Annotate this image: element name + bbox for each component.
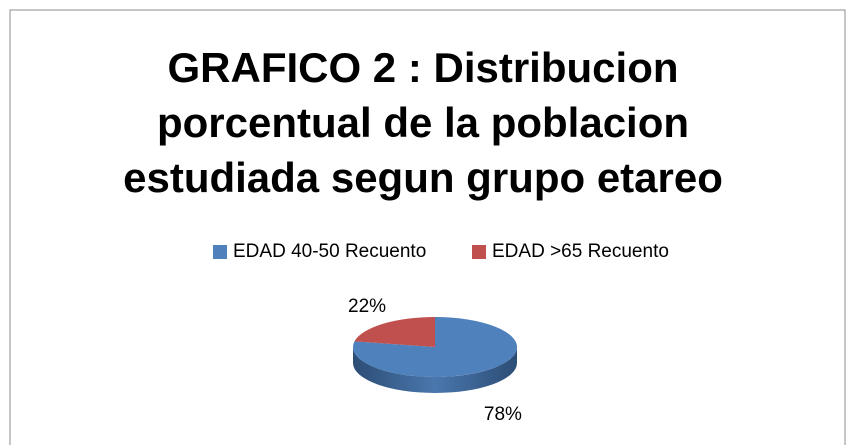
legend-swatch [472, 245, 486, 259]
pie-slice [352, 317, 517, 378]
pie-slice [354, 317, 435, 347]
legend-swatch [213, 245, 227, 259]
legend-label: EDAD 40-50 Recuento [233, 241, 426, 262]
chart-title: GRAFICO 2 : Distribucion porcentual de l… [123, 44, 723, 201]
data-label: 78% [484, 404, 522, 425]
frame [9, 9, 846, 445]
pie-side [353, 347, 517, 393]
legend-label: EDAD >65 Recuento [492, 241, 669, 262]
data-label: 22% [348, 296, 386, 317]
